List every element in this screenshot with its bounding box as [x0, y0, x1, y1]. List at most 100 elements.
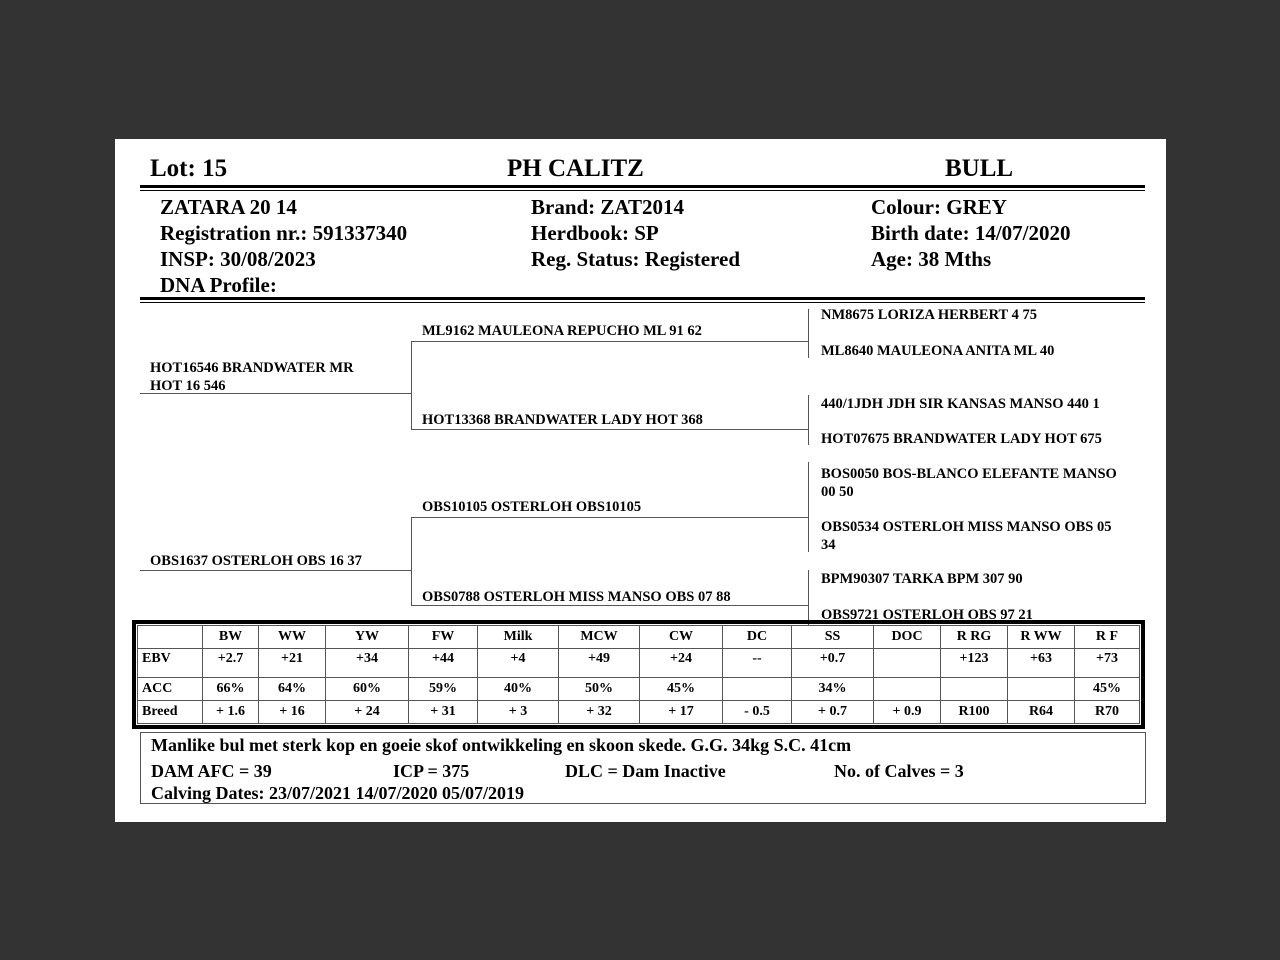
table-cell: R F [1074, 625, 1140, 649]
sire-name: HOT16546 BRANDWATER MR [150, 360, 354, 376]
table-cell: FW [408, 625, 478, 649]
table-cell: R RG [940, 625, 1008, 649]
table-cell: DOC [873, 625, 941, 649]
table-cell: + 17 [639, 700, 723, 724]
dsd-code: 34 [821, 537, 836, 553]
table-cell: 34% [791, 677, 874, 701]
sire-dam-sire: 440/1JDH JDH SIR KANSAS MANSO 440 1 [821, 396, 1100, 412]
table-cell [1007, 677, 1075, 701]
sire-bracket [411, 341, 412, 429]
table-cell: DC [722, 625, 792, 649]
age: Age: 38 Mths [871, 247, 992, 271]
table-cell: 64% [258, 677, 326, 701]
table-cell: - 0.5 [722, 700, 792, 724]
table-cell: WW [258, 625, 326, 649]
icp: ICP = 375 [393, 761, 470, 781]
table-cell: + 0.9 [873, 700, 941, 724]
dsd-name: OBS0534 OSTERLOH MISS MANSO OBS 05 [821, 519, 1112, 535]
table-cell: + 1.6 [202, 700, 259, 724]
herdbook: Herdbook: SP [531, 221, 659, 245]
table-cell: +44 [408, 648, 478, 678]
table-cell: +123 [940, 648, 1008, 678]
registration-number: Registration nr.: 591337340 [160, 221, 408, 245]
sd-line [411, 429, 808, 430]
sire-sire-sire: NM8675 LORIZA HERBERT 4 75 [821, 307, 1037, 323]
dam-sire: OBS10105 OSTERLOH OBS10105 [422, 499, 642, 515]
table-cell: +4 [477, 648, 559, 678]
inspection-date: INSP: 30/08/2023 [160, 247, 316, 271]
sire-sire-dam: ML8640 MAULEONA ANITA ML 40 [821, 343, 1055, 359]
table-header-row: BW WW YW FW Milk MCW CW DC SS DOC R RG R WW R F [137, 625, 1140, 649]
table-cell: + 0.7 [791, 700, 874, 724]
ebv-table: BW WW YW FW Milk MCW CW DC SS DOC R RG R WW R F EBV +2… [132, 620, 1145, 729]
dam-dam-sire: BPM90307 TARKA BPM 307 90 [821, 571, 1023, 587]
table-cell: 45% [1074, 677, 1140, 701]
dd-bracket [808, 570, 809, 625]
table-cell: +34 [325, 648, 409, 678]
table-cell: YW [325, 625, 409, 649]
table-cell: + 32 [558, 700, 640, 724]
table-cell: ACC [137, 677, 203, 701]
table-cell: SS [791, 625, 874, 649]
table-cell: + 3 [477, 700, 559, 724]
table-cell: 40% [477, 677, 559, 701]
ss-bracket [808, 309, 809, 358]
table-cell: -- [722, 648, 792, 678]
dna-profile: DNA Profile: [160, 273, 277, 297]
lot-card: Lot: 15 PH CALITZ BULL ZATARA 20 14 Regi… [115, 139, 1166, 822]
lot-number: Lot: 15 [150, 155, 228, 182]
dam-dam-dam: OBS9721 OSTERLOH OBS 97 21 [821, 607, 1033, 623]
brand: Brand: ZAT2014 [531, 195, 685, 219]
sire-dam-dam: HOT07675 BRANDWATER LADY HOT 675 [821, 431, 1102, 445]
table-cell: + 31 [408, 700, 478, 724]
table-cell: Breed [137, 700, 203, 724]
table-cell: 50% [558, 677, 640, 701]
dlc: DLC = Dam Inactive [565, 761, 726, 781]
dam-dam: OBS0788 OSTERLOH MISS MANSO OBS 07 88 [422, 589, 731, 605]
dd-line [411, 605, 808, 606]
table-cell [722, 677, 792, 701]
table-cell [873, 648, 941, 678]
table-cell: +21 [258, 648, 326, 678]
sire-dam: HOT13368 BRANDWATER LADY HOT 368 [422, 412, 703, 428]
table-cell: R64 [1007, 700, 1075, 724]
table-cell: 60% [325, 677, 409, 701]
table-cell: MCW [558, 625, 640, 649]
animal-sex: BULL [945, 155, 1014, 182]
sire-code: HOT 16 546 [150, 378, 226, 394]
dam-bracket [411, 517, 412, 605]
remarks-comment: Manlike bul met sterk kop en goeie skof … [151, 735, 852, 755]
table-cell: BW [202, 625, 259, 649]
table-cell: +63 [1007, 648, 1075, 678]
calving-dates: Calving Dates: 23/07/2021 14/07/2020 05/… [151, 783, 524, 803]
divider [140, 297, 1145, 303]
table-cell: R WW [1007, 625, 1075, 649]
table-cell: +24 [639, 648, 723, 678]
table-cell: R70 [1074, 700, 1140, 724]
dam-sire-dam: OBS0534 OSTERLOH MISS MANSO OBS 05 34 [821, 518, 1111, 554]
table-cell [137, 625, 203, 649]
dss-code: 00 50 [821, 484, 854, 500]
sd-bracket [808, 395, 809, 445]
table-cell: +2.7 [202, 648, 259, 678]
table-cell: 45% [639, 677, 723, 701]
ds-line [411, 517, 808, 518]
table-cell [940, 677, 1008, 701]
number-of-calves: No. of Calves = 3 [834, 761, 964, 781]
table-cell: +49 [558, 648, 640, 678]
dam-line [140, 570, 411, 571]
divider [140, 185, 1145, 191]
colour: Colour: GREY [871, 195, 1007, 219]
dam: OBS1637 OSTERLOH OBS 16 37 [150, 553, 362, 569]
table-cell: CW [639, 625, 723, 649]
table-cell: + 16 [258, 700, 326, 724]
table-cell: R100 [940, 700, 1008, 724]
birth-date: Birth date: 14/07/2020 [871, 221, 1071, 245]
sire-sire: ML9162 MAULEONA REPUCHO ML 91 62 [422, 323, 702, 339]
table-cell: 59% [408, 677, 478, 701]
sire: HOT16546 BRANDWATER MR HOT 16 546 [150, 359, 354, 395]
sire-line [140, 393, 411, 394]
table-cell [873, 677, 941, 701]
table-cell: + 24 [325, 700, 409, 724]
table-row: EBV +2.7 +21 +34 +44 +4 +49 +24 -- +0.7 +123 +63 +73 [137, 648, 1140, 678]
